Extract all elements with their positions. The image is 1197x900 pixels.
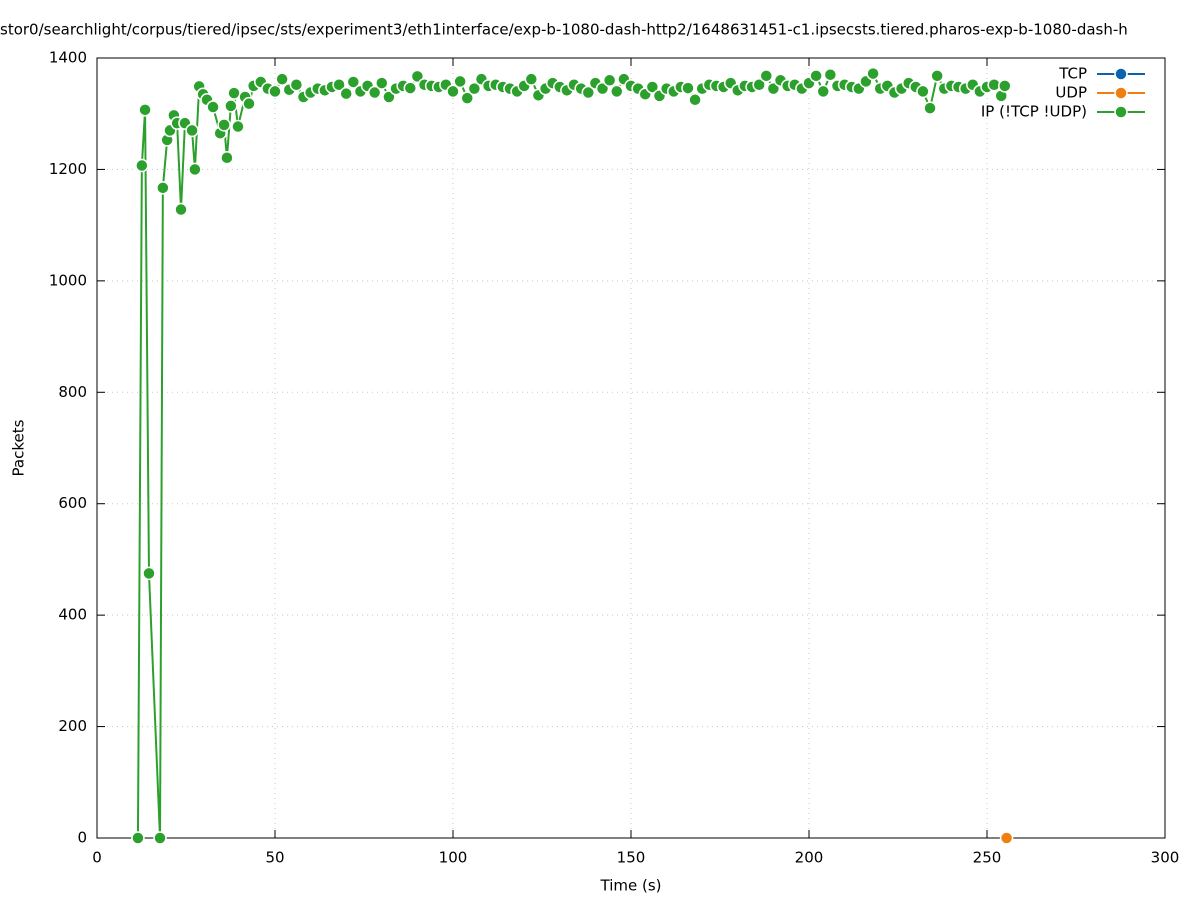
data-point: [242, 96, 256, 111]
data-point: [289, 77, 304, 92]
data-point: [645, 80, 660, 94]
data-point: [346, 75, 361, 89]
data-point: [809, 69, 823, 83]
legend-label: IP (!TCP !UDP): [981, 103, 1087, 121]
data-point: [231, 119, 245, 134]
y-tick-label: 0: [77, 829, 87, 847]
data-point: [453, 74, 467, 89]
series-line: [136, 71, 1006, 839]
data-point: [823, 67, 838, 82]
y-tick-label: 800: [58, 383, 87, 401]
data-point: [752, 77, 766, 92]
data-point: [156, 181, 170, 195]
y-tick-label: 400: [58, 606, 87, 624]
y-tick-label: 200: [58, 717, 87, 735]
legend-marker: [1114, 67, 1128, 81]
data-point: [681, 81, 695, 95]
legend-label: UDP: [1055, 84, 1087, 102]
y-tick-label: 1000: [49, 271, 87, 289]
data-point: [332, 77, 346, 92]
data-point: [602, 73, 617, 88]
data-point: [410, 69, 425, 84]
x-tick-label: 200: [795, 849, 824, 867]
data-point: [131, 831, 145, 845]
legend-marker: [1114, 86, 1128, 100]
data-point: [185, 123, 199, 138]
x-axis-label: Time (s): [600, 877, 662, 895]
data-point: [174, 202, 188, 217]
data-point: [275, 72, 289, 86]
y-axis-label: Packets: [10, 419, 28, 476]
data-point: [135, 158, 149, 173]
x-tick-label: 100: [439, 849, 468, 867]
data-point: [595, 81, 610, 96]
data-point: [930, 69, 944, 83]
x-tick-label: 0: [92, 849, 102, 867]
data-point: [766, 81, 781, 96]
data-point: [524, 72, 539, 86]
data-point: [153, 831, 167, 845]
data-point: [467, 81, 482, 96]
plot-frame: [96, 57, 1166, 839]
data-point: [138, 103, 152, 117]
data-point: [688, 93, 702, 107]
x-tick-label: 250: [973, 849, 1002, 867]
data-point: [339, 86, 353, 101]
legend-label: TCP: [1058, 65, 1087, 83]
x-tick-label: 300: [1151, 849, 1180, 867]
data-point: [923, 101, 937, 115]
data-point: [866, 66, 880, 81]
x-tick-label: 50: [265, 849, 284, 867]
data-point: [375, 76, 389, 90]
y-tick-label: 1200: [49, 160, 87, 178]
data-point: [759, 69, 774, 83]
data-point: [367, 85, 382, 100]
data-point: [403, 81, 418, 95]
data-point: [142, 566, 156, 581]
data-point: [916, 84, 930, 99]
data-point: [382, 90, 396, 104]
data-point: [206, 100, 220, 114]
data-point: [224, 99, 238, 113]
x-tick-label: 150: [617, 849, 646, 867]
data-point: [227, 86, 241, 100]
data-point: [460, 91, 474, 105]
chart-title: stor0/searchlight/corpus/tiered/ipsec/st…: [0, 21, 1128, 39]
data-point: [268, 84, 282, 99]
data-point: [217, 118, 231, 132]
data-point: [999, 831, 1014, 845]
y-tick-label: 1400: [49, 49, 87, 67]
data-point: [816, 84, 830, 99]
data-point: [998, 79, 1012, 93]
data-point: [446, 84, 460, 99]
data-point: [610, 84, 624, 99]
y-tick-label: 600: [58, 494, 87, 512]
data-point: [581, 85, 596, 100]
data-point: [188, 162, 202, 177]
data-point: [220, 150, 234, 165]
legend-marker: [1114, 105, 1128, 119]
